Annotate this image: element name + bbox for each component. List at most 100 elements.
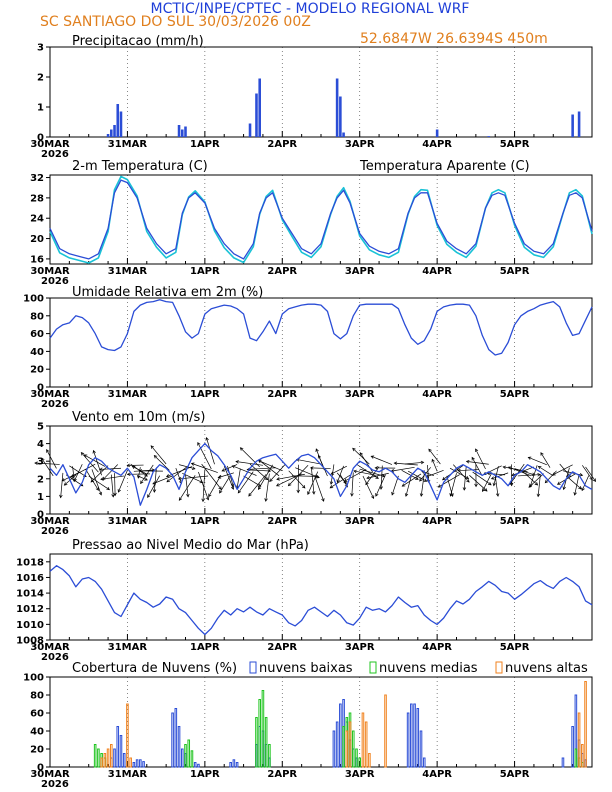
wind-arrow <box>232 465 257 476</box>
wind-arrow-head <box>197 441 201 446</box>
cloud-low-bar <box>171 712 174 768</box>
wind-arrow <box>246 469 271 472</box>
cloud-mid-bar <box>358 757 362 768</box>
wind-arrow <box>132 465 147 475</box>
wind-arrow-head <box>153 454 158 459</box>
wind-arrow-head <box>401 483 406 487</box>
wind-arrow <box>288 470 306 489</box>
wind-speed-line <box>49 442 593 506</box>
wind-arrow-head <box>329 485 334 489</box>
wind-arrow-head <box>150 445 155 449</box>
wind-arrow <box>511 466 535 476</box>
wind-arrow-head <box>528 484 532 488</box>
pressure-ytick-label: 1012 <box>16 604 44 615</box>
wind-arrow <box>375 474 386 497</box>
wind-arrow <box>296 459 322 465</box>
wind-arrow <box>150 445 167 465</box>
wind-arrow <box>269 463 286 482</box>
wind-arrow <box>110 474 114 497</box>
pressure-year-label: 2026 <box>41 652 69 663</box>
wind-arrow <box>69 465 87 477</box>
cloud-mid-bar <box>355 748 358 768</box>
wind-arrow-head <box>126 463 130 468</box>
wind-arrow <box>208 474 222 497</box>
wind-arrow <box>258 459 280 477</box>
wind-arrow-head <box>315 448 319 453</box>
rh-title: Umidade Relativa em 2m (%) <box>72 285 263 300</box>
precip-xtick-label: 30MAR <box>30 139 70 150</box>
wind-arrow-head <box>419 478 423 482</box>
wind-arrow-head <box>191 466 196 470</box>
temp-xtick-label: 4APR <box>422 266 452 277</box>
wind-arrow-head <box>90 479 95 483</box>
wind-arrow-head <box>370 455 375 459</box>
precip-bar <box>248 123 252 137</box>
wind-arrow <box>475 448 486 470</box>
precip-bar <box>113 125 116 137</box>
cloud-low-bar <box>135 759 139 768</box>
wind-arrow <box>153 467 157 493</box>
wind-arrow-head <box>466 479 470 483</box>
wind-arrow <box>391 475 399 495</box>
wind-arrow <box>336 472 347 484</box>
precip-title: Precipitacao (mm/h) <box>72 34 204 49</box>
wind-arrow <box>237 471 254 494</box>
wind-arrow-head <box>208 493 212 498</box>
cloud-mid-bar <box>268 744 271 768</box>
temp-ytick-label: 32 <box>30 173 44 184</box>
rh-ytick-label: 100 <box>23 294 44 305</box>
wind-arrow-head <box>481 488 486 493</box>
wind-arrow-head <box>437 484 442 488</box>
wind-arrow-head <box>404 493 409 497</box>
wind-arrow <box>307 471 319 495</box>
cloud-high-bar <box>577 712 581 768</box>
cloud-high-bar <box>364 721 368 768</box>
temp-xtick-label: 31MAR <box>108 266 148 277</box>
wind-arrow <box>219 474 231 494</box>
cloud-low-bar <box>113 748 116 768</box>
precip-xtick-label: 2APR <box>267 139 297 150</box>
wind-arrow-head <box>201 498 205 503</box>
wind-arrow-head <box>46 449 50 453</box>
wind-arrow-head <box>131 465 136 469</box>
wind-xtick-label: 5APR <box>500 516 530 527</box>
precip-bar <box>258 78 261 137</box>
wind-arrow-head <box>391 491 395 496</box>
wind-arrow-head <box>317 454 322 459</box>
clouds-ytick-label: 0 <box>37 763 44 774</box>
cloud-low-bar <box>139 759 142 768</box>
temp-ytick-label: 24 <box>30 214 44 225</box>
wind-arrow <box>366 472 389 479</box>
wind-arrow <box>428 448 441 465</box>
cloud-low-bar <box>406 712 410 768</box>
wind-arrow-head <box>264 498 268 502</box>
cloud-low-bar <box>232 759 236 768</box>
wind-arrow <box>178 475 196 501</box>
wind-arrow <box>91 469 102 496</box>
wind-arrow-head <box>365 481 369 486</box>
temperature-line <box>49 179 593 260</box>
wind-arrow-head <box>117 489 121 493</box>
cloud-high-bar <box>103 753 107 768</box>
cloud-mid-bar <box>351 730 355 768</box>
pressure-xtick-label: 30MAR <box>30 642 70 653</box>
pressure-panel: 1008 1010 1012 1014 1016 1018 30MAR 31MAR 1APR 2A… <box>16 538 593 663</box>
wind-arrow <box>330 465 347 475</box>
cloud-low-bar <box>235 762 239 768</box>
precip-bar <box>577 111 581 137</box>
precip-ytick-label: 0 <box>37 133 44 144</box>
wind-arrow-head <box>126 472 131 477</box>
wind-arrow-head <box>375 475 379 479</box>
pressure-ytick-label: 1008 <box>16 636 44 647</box>
wind-arrow <box>191 463 218 473</box>
precip-bar <box>255 93 258 137</box>
wind-arrow-head <box>186 493 190 498</box>
wind-arrow <box>100 475 125 480</box>
clouds-ytick-label: 80 <box>30 691 44 702</box>
cloud-low-bar <box>416 708 420 768</box>
wind-arrow <box>154 455 170 471</box>
cloud-low-bar <box>116 726 120 768</box>
header-location: 52.6847W 26.6394S 450m <box>360 31 548 47</box>
wind-arrow-head <box>177 476 182 481</box>
